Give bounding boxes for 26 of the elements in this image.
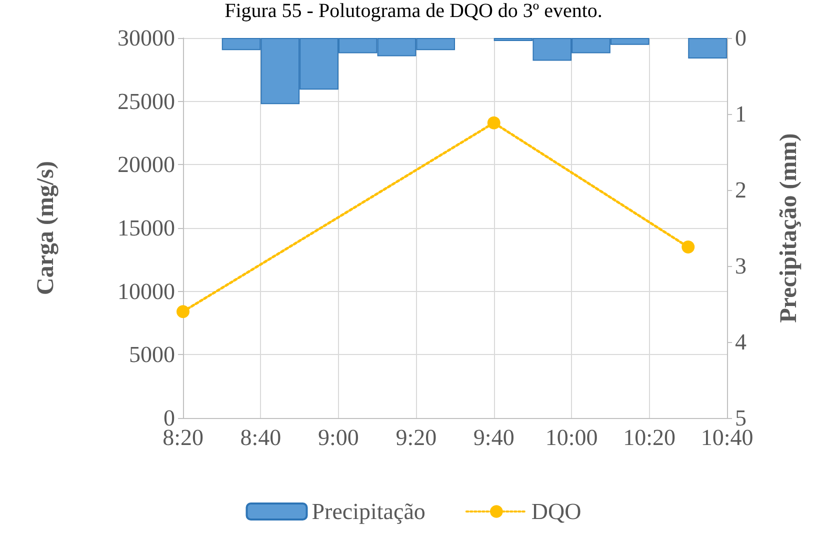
chart-title: Figura 55 - Polutograma de DQO do 3º evento.: [224, 0, 602, 22]
legend-label: DQO: [531, 499, 582, 524]
y-tick-label: 25000: [118, 88, 175, 114]
y2-tick-label: 3: [735, 254, 746, 278]
y-tick-label: 10000: [118, 278, 175, 304]
point: [682, 240, 695, 254]
x-tick-label: 8:40: [240, 425, 282, 450]
y2-tick-label: 4: [735, 330, 747, 354]
y-axis-title: Carga (mg/s): [33, 161, 59, 295]
x-tick-label: 10:20: [623, 425, 676, 450]
point: [487, 116, 500, 130]
x-tick-label: 10:00: [545, 425, 598, 450]
point: [176, 305, 190, 318]
bar: [688, 38, 727, 59]
y2-tick-label: 1: [735, 102, 746, 126]
y2-axis-title: Precipitação (mm): [776, 133, 802, 323]
y2-tick-label: 2: [735, 178, 746, 202]
x-tick-label: 9:20: [396, 425, 437, 450]
y-tick-label: 15000: [118, 216, 175, 240]
y2-tick-label: 0: [735, 26, 746, 50]
legend-label: Precipitação: [312, 499, 426, 524]
y-tick-label: 20000: [118, 152, 175, 178]
x-tick-label: 9:00: [318, 425, 359, 450]
y-tick-label: 30000: [118, 26, 175, 50]
x-tick-label: 9:40: [473, 425, 514, 450]
y-tick-label: 5000: [129, 342, 175, 368]
